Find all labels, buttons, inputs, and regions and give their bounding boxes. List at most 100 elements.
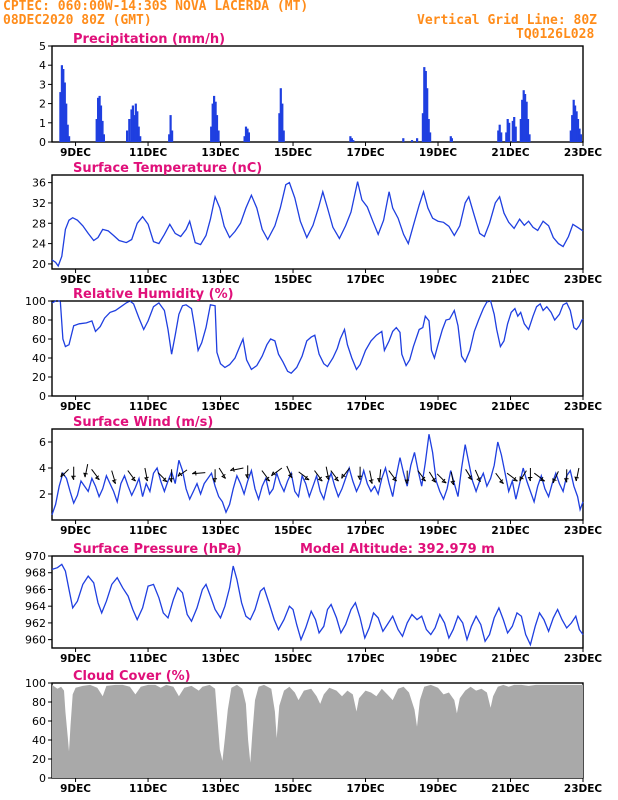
wind-arrow-head (192, 470, 197, 476)
wind-arrow-head (177, 471, 183, 477)
precip-x-tick-label: 13DEC (201, 147, 240, 159)
wind-x-tick-label: 15DEC (274, 525, 313, 537)
precip-x-tick-label: 15DEC (274, 147, 313, 159)
precip-bar (525, 101, 528, 142)
press-y-tick-label: 966 (25, 583, 46, 596)
precip-bar (278, 113, 281, 142)
precip-bar (137, 126, 140, 142)
temp-y-tick-label: 36 (32, 177, 46, 190)
wind-x-tick-label: 13DEC (201, 525, 240, 537)
wind-arrow (325, 466, 331, 481)
wind-arrow-head (94, 475, 100, 481)
wind-arrow (533, 472, 546, 482)
wind-arrow (244, 465, 250, 479)
press-y-tick-label: 970 (25, 550, 46, 563)
press-x-tick-label: 21DEC (491, 653, 530, 665)
wind-arrow-head (60, 472, 65, 478)
rh-x-tick-label: 11DEC (129, 401, 168, 413)
cloud-y-tick-label: 60 (32, 715, 46, 728)
wind-arrow-shaft (218, 467, 227, 479)
wind-x-tick-label: 19DEC (419, 525, 458, 537)
temp-panel-frame (51, 174, 584, 270)
temp-x-tick-label: 19DEC (419, 274, 458, 286)
wind-arrow-head (111, 479, 117, 484)
rh-x-tick-label: 17DEC (346, 401, 385, 413)
press-panel-subtitle: Model Altitude: 392.979 m (300, 542, 495, 557)
wind-arrow-head (527, 476, 533, 482)
header-code: TQ0126L028 (516, 27, 595, 42)
wind-arrow-shaft (111, 470, 117, 484)
precip-bar (97, 97, 100, 142)
precip-bar (99, 105, 103, 142)
cloud-x-tick-label: 19DEC (419, 783, 458, 795)
wind-arrow-shaft (286, 465, 293, 479)
wind-arrow (60, 468, 69, 478)
press-panel-title: Surface Pressure (hPa) (73, 542, 242, 557)
precip-bar (63, 82, 66, 142)
press-y-tick-label: 964 (25, 600, 46, 613)
wind-arrow-head (70, 475, 76, 480)
precip-bar (62, 69, 65, 142)
wind-arrow (192, 470, 206, 476)
cloud-x-tick-label: 13DEC (201, 783, 240, 795)
precip-bar (579, 134, 582, 142)
wind-arrow-shaft (314, 470, 323, 482)
wind-arrow-head (334, 476, 339, 482)
wind-arrow-shaft (261, 470, 271, 482)
wind-arrow-head (83, 472, 88, 478)
wind-arrow-head (377, 478, 382, 483)
wind-y-tick-label: 6 (39, 436, 46, 449)
header-vertical-grid: Vertical Grid Line: 80Z (417, 13, 598, 28)
press-panel-frame (51, 555, 584, 649)
wind-arrow-shaft (450, 471, 455, 485)
wind-arrow-head (552, 478, 557, 483)
precip-panel-frame (51, 45, 584, 143)
precip-bar (244, 126, 248, 142)
wind-arrow (404, 470, 410, 484)
temp-panel-title: Surface Temperature (nC) (73, 161, 262, 176)
wind-arrow-shaft (298, 471, 310, 481)
precip-bar (450, 138, 453, 142)
wind-arrow-head (519, 476, 524, 482)
precip-bar (133, 115, 136, 142)
precip-y-tick-label: 3 (39, 78, 46, 91)
precip-bar (497, 130, 500, 142)
wind-arrow-head (450, 480, 456, 486)
press-x-tick-label: 9DEC (60, 653, 91, 665)
rh-y-tick-label: 20 (32, 371, 46, 384)
precip-bar (282, 130, 285, 142)
wind-arrow (506, 472, 518, 482)
rh-y-tick-label: 100 (25, 295, 46, 308)
rh-line (51, 300, 584, 375)
precip-bar (126, 130, 129, 142)
precip-bar (66, 124, 69, 142)
precip-bar (423, 67, 426, 142)
cloud-y-tick-label: 80 (32, 696, 46, 709)
wind-arrow-shaft (474, 469, 481, 482)
wind-arrow-shaft (519, 470, 527, 482)
wind-arrow-shaft (506, 472, 518, 482)
wind-arrow-head (230, 467, 235, 472)
wind-arrow (474, 469, 482, 483)
wind-arrow-shaft (428, 471, 437, 483)
precip-bar (139, 136, 142, 142)
chart-header: CPTEC: 060:00W-14:30S NOVA LACERDA (MT) … (0, 0, 618, 44)
wind-arrow-head (144, 476, 149, 482)
wind-arrow-head (325, 475, 331, 481)
precip-bar (571, 115, 574, 142)
wind-arrow (144, 467, 149, 482)
precip-bar (574, 105, 577, 142)
precip-bar (526, 119, 530, 142)
rh-x-tick-label: 21DEC (491, 401, 530, 413)
rh-y-tick-label: 80 (32, 314, 46, 327)
wind-arrow-head (498, 479, 504, 485)
wind-arrow (574, 467, 580, 482)
press-line (51, 563, 584, 647)
header-station-line: CPTEC: 060:00W-14:30S NOVA LACERDA (MT) (3, 0, 309, 14)
rh-y-tick-label: 60 (32, 333, 46, 346)
precip-bar (279, 88, 282, 142)
precip-bar (416, 138, 419, 142)
precip-x-tick-label: 21DEC (491, 147, 530, 159)
precip-bar (521, 99, 524, 142)
